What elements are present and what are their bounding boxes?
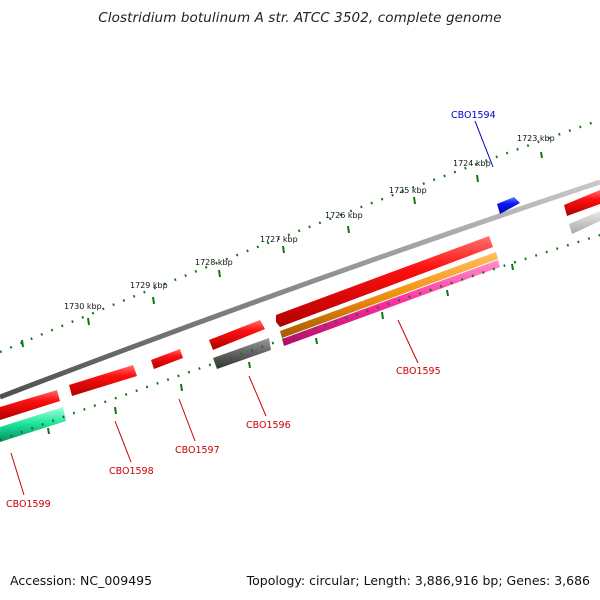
tick-label-1729: 1729 kbp [130, 281, 168, 290]
tick-label-1727: 1727 kbp [260, 235, 298, 244]
tick-label-1725: 1725 kbp [389, 186, 427, 195]
scale-tick-labels: 1723 kbp 1724 kbp 1725 kbp 1726 kbp 1727… [64, 134, 555, 311]
gene-cbo1595[interactable] [276, 236, 493, 327]
tick-label-1730: 1730 kbp [64, 302, 102, 311]
scale-ring-outer [0, 118, 600, 354]
gene-cbo1594[interactable] [497, 197, 520, 214]
major-ticks-inner [47, 263, 514, 435]
label-cbo1595: CBO1595 [396, 366, 441, 377]
tick-label-1724: 1724 kbp [453, 159, 491, 168]
accession-text: Accession: NC_009495 [10, 573, 153, 588]
gene-cbo1596[interactable] [209, 320, 265, 350]
genome-summary-text: Topology: circular; Length: 3,886,916 bp… [246, 573, 590, 588]
map-title: Clostridium botulinum A str. ATCC 3502, … [98, 10, 502, 26]
label-cbo1597: CBO1597 [175, 445, 220, 456]
gene-cbo1599[interactable] [0, 390, 60, 420]
gene-cbo1598[interactable] [69, 365, 137, 396]
label-cbo1598: CBO1598 [109, 466, 154, 477]
tick-label-1728: 1728 kbp [195, 258, 233, 267]
major-ticks-outer [21, 151, 543, 348]
label-cbo1594: CBO1594 [451, 110, 496, 121]
label-cbo1599: CBO1599 [6, 499, 51, 510]
label-leaders [10, 120, 494, 496]
feature-cbo1599-green[interactable] [0, 407, 66, 442]
tick-label-1726: 1726 kbp [325, 211, 363, 220]
scale-ring-inner [0, 233, 600, 442]
gene-cbo1597[interactable] [151, 349, 183, 369]
gene-offscreen-red[interactable] [564, 190, 600, 216]
gene-labels: CBO1594 CBO1595 CBO1596 CBO1597 CBO1598 … [6, 110, 496, 510]
genome-backbone [0, 179, 600, 400]
feature-track-orange[interactable] [280, 252, 498, 338]
tick-label-1723: 1723 kbp [517, 134, 555, 143]
feature-track-pink[interactable] [282, 260, 500, 346]
gene-offscreen-gray[interactable] [569, 211, 600, 234]
label-cbo1596: CBO1596 [246, 420, 291, 431]
